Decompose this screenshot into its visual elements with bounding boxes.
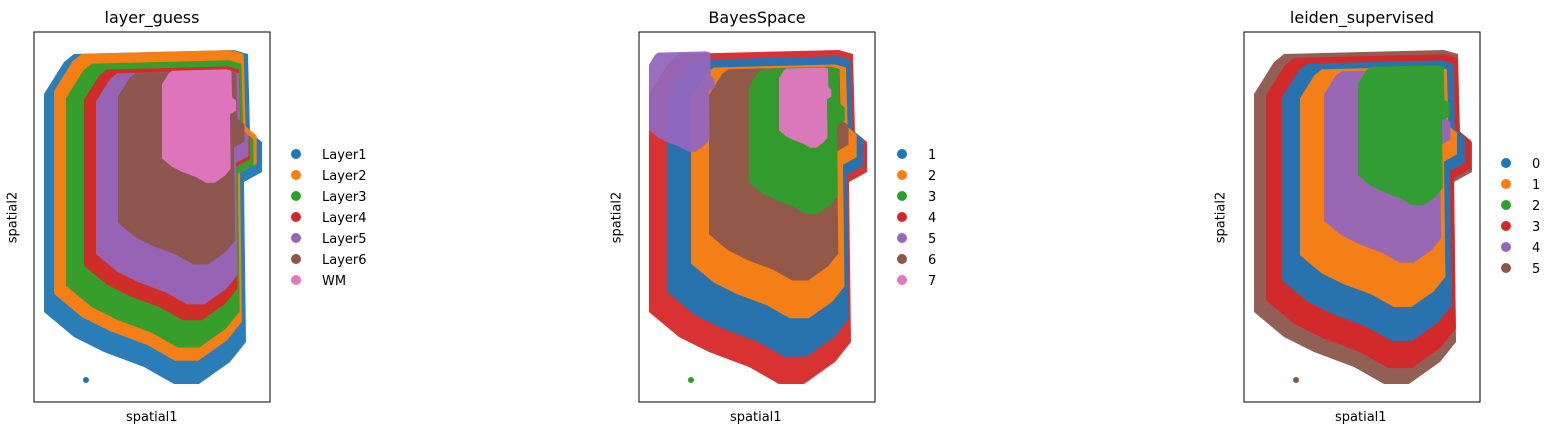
panel1-legend-label-Layer5: Layer5 — [322, 232, 367, 247]
panel2-legend-marker-6 — [897, 254, 907, 264]
panel1-legend-label-WM: WM — [322, 274, 346, 289]
panel1-legend-label-Layer4: Layer4 — [322, 211, 367, 226]
panel2-legend-marker-2 — [897, 170, 907, 180]
panel1-frame — [33, 31, 271, 403]
panel2-legend-marker-1 — [897, 149, 907, 159]
panel2-region-7 — [779, 67, 832, 148]
panel1-legend-label-Layer3: Layer3 — [322, 190, 367, 205]
panel2-xlabel: spatial1 — [730, 410, 782, 425]
panel1-xlabel: spatial1 — [126, 410, 178, 425]
panel2-legend-label-4: 4 — [928, 211, 936, 226]
panel3-legend-marker-1 — [1501, 179, 1511, 189]
panel3-xlabel: spatial1 — [1335, 410, 1387, 425]
panel1-legend-marker-Layer5 — [291, 233, 301, 243]
panel3-title: leiden_supervised — [1289, 8, 1435, 27]
panel2-legend-marker-5 — [897, 233, 907, 243]
panel3-legend-marker-5 — [1501, 263, 1511, 273]
panel2-legend-label-3: 3 — [928, 190, 936, 205]
panel2-region-5 — [649, 51, 715, 152]
panel1-plot: Layer1 Layer2 Layer3 Layer4 Layer5 Layer6 WM — [33, 31, 367, 403]
panel3-legend-marker-0 — [1501, 158, 1511, 168]
panel3-plot: 0 1 2 3 4 5 — [1243, 31, 1540, 403]
panel1-legend-label-Layer1: Layer1 — [322, 148, 367, 163]
panel1-legend-marker-Layer2 — [291, 170, 301, 180]
panel2-title: BayesSpace — [708, 8, 806, 27]
panel1-legend-marker-WM — [291, 275, 301, 285]
panel1-legend-marker-Layer3 — [291, 191, 301, 201]
panel1-legend-marker-Layer1 — [291, 149, 301, 159]
panel3-legend-label-4: 4 — [1532, 241, 1540, 256]
panel1-legend-label-Layer2: Layer2 — [322, 169, 367, 184]
panel3-stray-spot — [1293, 377, 1299, 383]
panel2-legend-label-1: 1 — [928, 148, 936, 163]
panel2-legend-label-5: 5 — [928, 232, 936, 247]
panel2-stray-spot — [688, 377, 694, 383]
panel1-legend-marker-Layer6 — [291, 254, 301, 264]
panel3-legend-marker-3 — [1501, 221, 1511, 231]
panel2-legend-label-6: 6 — [928, 253, 936, 268]
panel2-legend-label-2: 2 — [928, 169, 936, 184]
panel2-legend-marker-4 — [897, 212, 907, 222]
panel1-legend-label-Layer6: Layer6 — [322, 253, 367, 268]
panel1-stray-spot — [83, 377, 89, 383]
panel3-legend-label-0: 0 — [1532, 157, 1540, 172]
panel2-legend-marker-3 — [897, 191, 907, 201]
panel1-legend-marker-Layer4 — [291, 212, 301, 222]
panel3-legend-label-3: 3 — [1532, 220, 1540, 235]
panel1-region-WM — [162, 69, 237, 183]
panel3-region-2 — [1358, 65, 1450, 206]
panel2-legend-marker-7 — [897, 275, 907, 285]
panel3-legend-marker-4 — [1501, 242, 1511, 252]
panel2-frame — [638, 31, 876, 403]
panel3-frame — [1243, 31, 1481, 403]
panel2-legend-label-7: 7 — [928, 274, 936, 289]
panel3-legend-label-5: 5 — [1532, 262, 1540, 277]
panel3-legend-label-1: 1 — [1532, 178, 1540, 193]
panel3-legend-label-2: 2 — [1532, 199, 1540, 214]
panel2-plot: 1 2 3 4 5 6 7 — [638, 31, 936, 403]
panel3-legend-marker-2 — [1501, 200, 1511, 210]
panel1-title: layer_guess — [104, 8, 200, 27]
